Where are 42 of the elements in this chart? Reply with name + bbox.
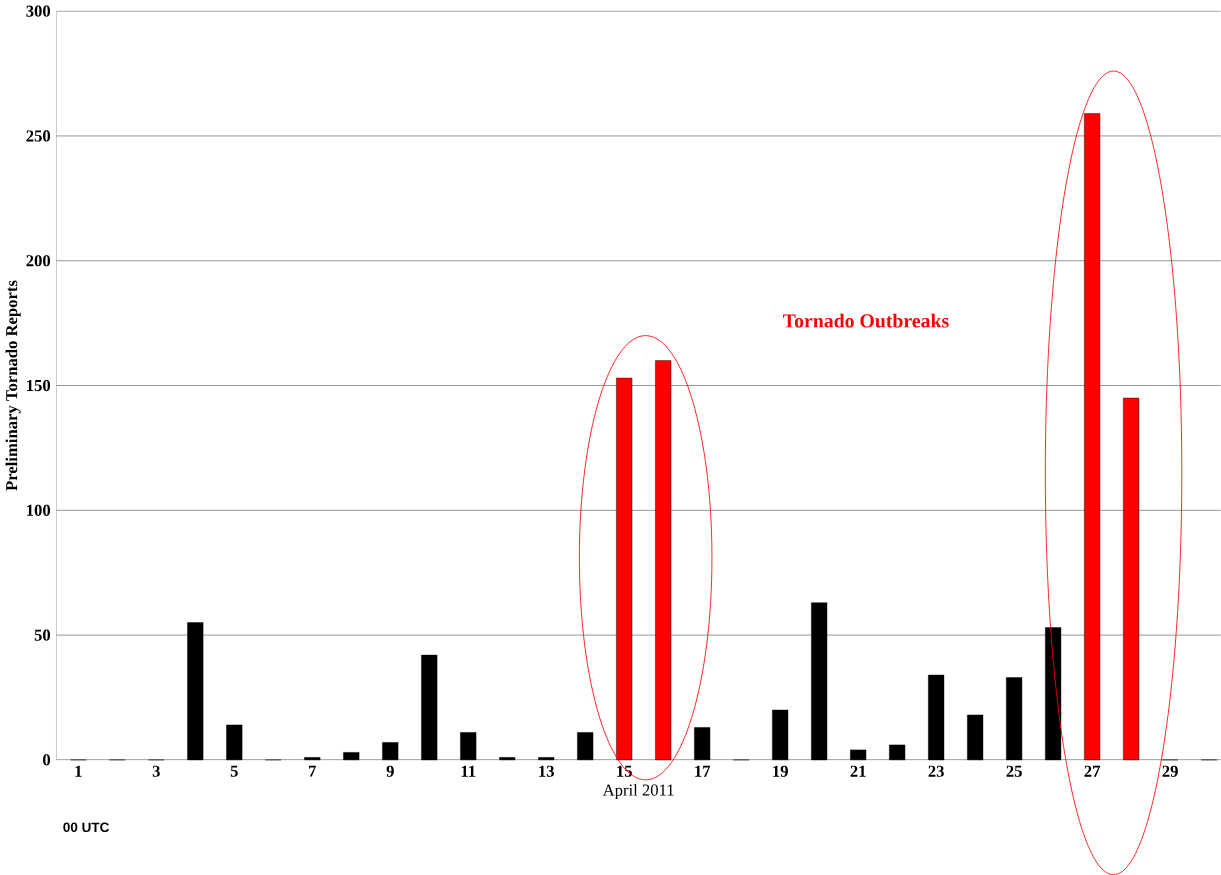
x-tick-label: 7 [309,765,317,777]
bar [538,757,555,761]
x-axis-title: April 2011 [602,783,674,800]
bar [850,749,867,761]
bar [928,674,945,761]
x-tick-label: 19 [773,765,788,777]
text: 00 UTC [63,822,110,833]
x-tick-label: 15 [617,765,632,777]
bar [226,724,243,761]
y-tick-label: 200 [26,255,51,267]
bar [694,727,711,761]
x-tick-label: 1 [75,765,82,777]
bar [343,752,360,761]
x-tick-label: 5 [230,765,238,777]
bar [499,757,516,761]
x-tick-label: 9 [386,765,394,777]
bar [1006,677,1023,761]
bar [382,742,399,761]
y-axis-title: Preliminary Tornado Reports [5,280,21,491]
bar [967,714,984,761]
y-tick-label: 250 [26,130,51,142]
bar [460,732,477,761]
bar [421,654,438,761]
x-tick-label: 25 [1006,765,1022,777]
x-tick-label: 17 [695,765,711,777]
x-tick-label: 11 [461,765,476,777]
bar [577,732,594,761]
y-tick-label: 50 [34,629,51,641]
y-tick-label: 300 [26,5,51,17]
x-tick-label: 13 [539,765,554,777]
x-tick-label: 21 [850,765,866,777]
bar [889,744,906,761]
x-tick-label: 27 [1084,765,1101,777]
y-tick-label: 0 [43,754,51,766]
bar [772,709,789,761]
x-tick-label: 3 [152,765,160,777]
y-tick-label: 150 [27,379,51,392]
bar [304,757,321,761]
x-tick-label: 23 [928,765,944,777]
y-tick-label: 100 [27,504,51,516]
x-tick-label: 29 [1162,765,1178,777]
annotation: Tornado Outbreaks [783,313,949,328]
